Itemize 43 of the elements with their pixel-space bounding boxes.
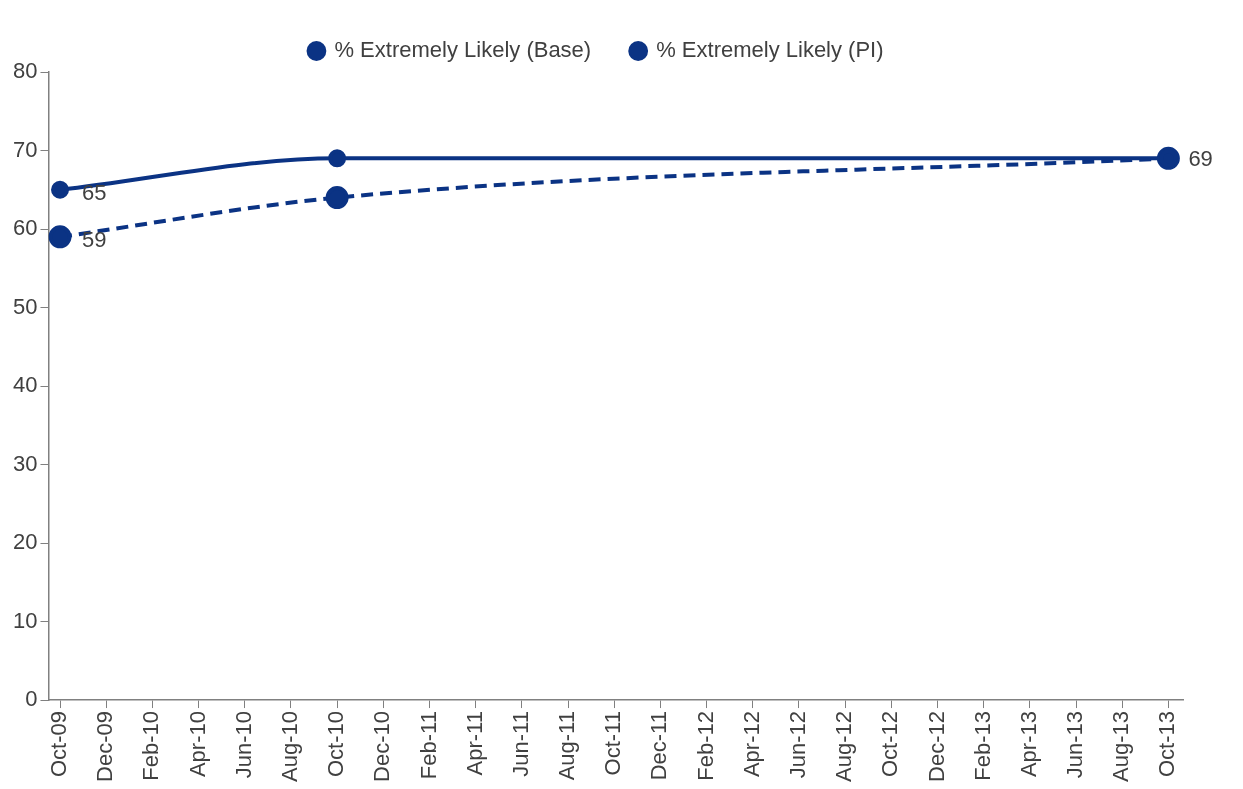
- x-tick-label: Apr-11: [461, 711, 487, 776]
- y-tick-label: 60: [12, 215, 38, 241]
- data-label: 59: [82, 226, 107, 252]
- y-tick-label: 50: [12, 293, 38, 319]
- point: [51, 180, 70, 199]
- x-tick-label: Dec-10: [369, 711, 395, 782]
- y-tick-label: 30: [12, 450, 38, 476]
- legend-label: % Extremely Likely (PI): [656, 37, 884, 63]
- point: [325, 186, 349, 210]
- x-tick-label: Jun-12: [784, 711, 810, 779]
- x-tick-label: Apr-13: [1015, 711, 1041, 778]
- x-tick-label: Aug-10: [276, 711, 302, 783]
- data-label: 65: [82, 179, 107, 205]
- x-tick-label: Dec-12: [923, 711, 949, 782]
- x-tick-label: Apr-10: [184, 711, 210, 778]
- x-tick-label: Feb-10: [138, 711, 164, 781]
- x-tick-label: Dec-09: [92, 711, 118, 782]
- x-tick-label: Apr-12: [738, 711, 764, 778]
- x-tick-label: Feb-13: [969, 711, 995, 781]
- x-tick-label: Aug-12: [831, 711, 857, 783]
- y-tick-label: 80: [12, 58, 38, 84]
- data-label: 69: [1188, 146, 1213, 172]
- x-tick-label: Oct-11: [600, 711, 626, 776]
- x-tick-label: Aug-11: [554, 711, 580, 781]
- x-tick-label: Jun-13: [1062, 711, 1088, 779]
- x-tick-label: Dec-11: [646, 711, 672, 781]
- x-tick-label: Oct-09: [46, 711, 72, 778]
- point: [328, 149, 347, 168]
- x-tick-label: Oct-13: [1154, 711, 1180, 778]
- x-tick-label: Oct-12: [877, 711, 903, 778]
- y-tick-label: 70: [12, 136, 38, 162]
- point: [48, 225, 72, 249]
- y-tick-label: 0: [25, 686, 38, 712]
- x-tick-label: Jun-10: [230, 711, 256, 779]
- y-tick-label: 10: [12, 607, 38, 633]
- x-tick-label: Aug-13: [1108, 711, 1134, 783]
- x-tick-label: Feb-12: [692, 711, 718, 781]
- y-tick-label: 20: [12, 529, 38, 555]
- y-tick-label: 40: [12, 372, 38, 398]
- x-tick-label: Jun-11: [507, 711, 533, 777]
- x-tick-label: Oct-10: [323, 711, 349, 778]
- x-tick-label: Feb-11: [415, 711, 441, 780]
- legend-label: % Extremely Likely (Base): [334, 37, 592, 63]
